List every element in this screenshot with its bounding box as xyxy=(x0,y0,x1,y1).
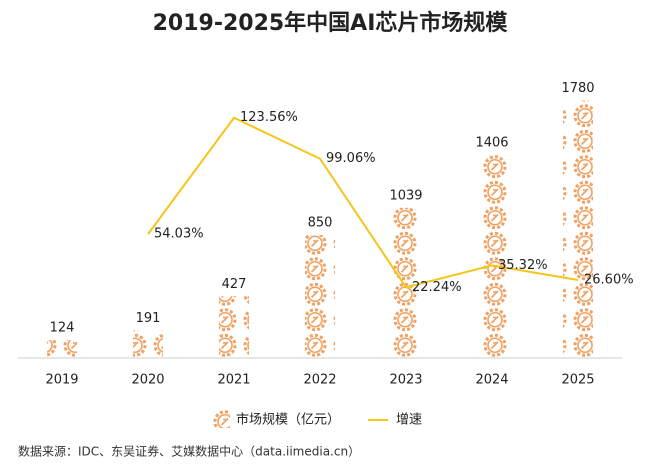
value-label: 26.60% xyxy=(584,273,634,288)
x-tick-label: 2021 xyxy=(217,373,250,388)
value-label: 35.32% xyxy=(498,258,548,273)
x-tick-label: 2025 xyxy=(561,373,594,388)
line xyxy=(147,116,579,289)
legend-icon xyxy=(212,410,230,428)
source: 数据来源：IDC、东吴证券、艾媒数据中心（data.iimedia.cn） xyxy=(18,444,360,459)
bar xyxy=(219,296,249,358)
bar xyxy=(47,340,77,358)
value-label: 1406 xyxy=(475,135,508,150)
value-label: 427 xyxy=(222,277,247,292)
legend-label: 增速 xyxy=(396,413,422,428)
x-tick-label: 2023 xyxy=(389,373,422,388)
value-label: 99.06% xyxy=(326,151,376,166)
bar xyxy=(133,330,163,358)
bar xyxy=(477,154,507,358)
value-label: 1780 xyxy=(561,81,594,96)
legend-label: 市场规模（亿元） xyxy=(236,412,340,428)
value-label: 850 xyxy=(308,216,333,231)
chart-title: 2019-2025年中国AI芯片市场规模 xyxy=(153,10,509,36)
bar xyxy=(305,235,335,358)
bar xyxy=(563,100,593,358)
value-label: 1039 xyxy=(389,188,422,203)
value-label: 124 xyxy=(50,321,75,336)
x-tick-label: 2022 xyxy=(303,373,336,388)
value-label: 54.03% xyxy=(154,227,204,242)
value-label: 22.24% xyxy=(412,280,462,295)
value-label: 123.56% xyxy=(240,110,298,125)
value-label: 191 xyxy=(136,311,161,326)
x-tick-label: 2020 xyxy=(131,373,164,388)
x-tick-label: 2024 xyxy=(475,373,508,388)
bar xyxy=(391,207,421,358)
x-tick-label: 2019 xyxy=(45,373,78,388)
